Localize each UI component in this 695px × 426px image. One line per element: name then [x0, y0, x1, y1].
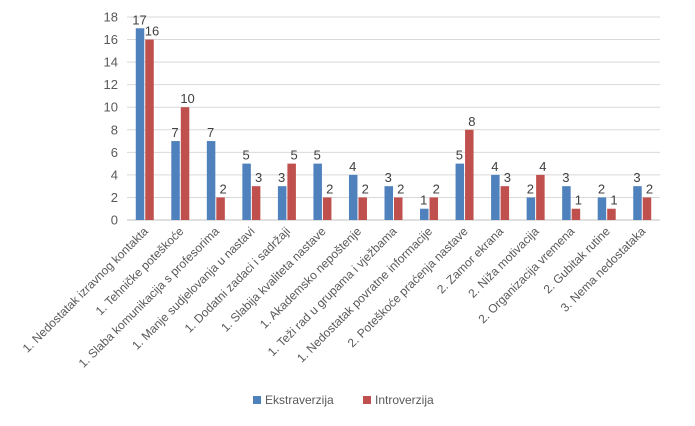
- legend-label: Introverzija: [375, 393, 434, 407]
- bar-introverzija: [216, 197, 225, 220]
- bar-ekstraverzija: [420, 208, 429, 220]
- data-label: 3: [255, 170, 262, 185]
- data-label: 5: [314, 148, 321, 163]
- data-label: 16: [145, 24, 159, 39]
- legend-swatch: [363, 396, 371, 404]
- bar-ekstraverzija: [526, 197, 536, 220]
- data-label: 2: [397, 181, 404, 196]
- bar-ekstraverzija: [171, 141, 180, 220]
- y-tick-label: 10: [104, 100, 118, 115]
- data-label: 2: [362, 181, 369, 196]
- bar-introverzija: [642, 197, 652, 220]
- data-label: 4: [349, 159, 356, 174]
- bar-ekstraverzija: [348, 174, 358, 220]
- legend: Ekstraverzija Introverzija: [253, 393, 434, 407]
- y-tick-label: 2: [111, 190, 118, 205]
- bar-introverzija: [465, 129, 474, 220]
- legend-label: Ekstraverzija: [265, 393, 334, 407]
- y-tick-label: 12: [104, 77, 118, 92]
- bar-ekstraverzija: [491, 174, 500, 220]
- bar-introverzija: [500, 186, 510, 220]
- data-label: 17: [132, 12, 146, 27]
- y-tick-label: 0: [111, 213, 118, 228]
- bar-ekstraverzija: [135, 28, 145, 221]
- bar-introverzija: [251, 186, 261, 220]
- category-label: 1. Slaba komunikacija s profesorima: [76, 224, 222, 370]
- bar-introverzija: [607, 208, 616, 220]
- bar-introverzija: [571, 208, 581, 220]
- data-label: 10: [180, 91, 194, 106]
- data-label: 4: [491, 159, 498, 174]
- bar-ekstraverzija: [206, 141, 216, 220]
- y-tick-label: 4: [111, 167, 118, 182]
- bar-ekstraverzija: [313, 163, 322, 220]
- bar-introverzija: [358, 197, 367, 220]
- gridlines: [127, 16, 660, 221]
- data-label: 5: [242, 148, 249, 163]
- data-label: 4: [539, 159, 546, 174]
- data-label: 3: [278, 170, 285, 185]
- category-label: 1. Nedostatak izravnog kontakta: [20, 224, 151, 355]
- data-label: 7: [207, 125, 214, 140]
- bar-ekstraverzija: [384, 186, 393, 220]
- bar-introverzija: [287, 163, 296, 220]
- data-label: 8: [468, 114, 475, 129]
- bar-ekstraverzija: [242, 163, 251, 220]
- data-label: 2: [598, 181, 605, 196]
- bar-introverzija: [394, 197, 403, 220]
- data-label: 2: [527, 181, 534, 196]
- y-tick-label: 8: [111, 122, 118, 137]
- y-tick-label: 14: [104, 55, 118, 70]
- bar-ekstraverzija: [597, 197, 607, 220]
- data-label: 2: [219, 181, 226, 196]
- bar-ekstraverzija: [277, 186, 287, 220]
- bar-ekstraverzija: [455, 163, 465, 220]
- bar-introverzija: [536, 174, 545, 220]
- y-tick-label: 16: [104, 32, 118, 47]
- data-label: 1: [610, 193, 617, 208]
- bar-introverzija: [180, 107, 190, 220]
- data-label: 1: [575, 193, 582, 208]
- y-tick-label: 6: [111, 145, 118, 160]
- bar-ekstraverzija: [562, 186, 571, 220]
- data-label: 3: [504, 170, 511, 185]
- data-label: 1: [420, 193, 427, 208]
- y-axis-ticks: 0 2 4 6 8 10 12 14 16 18: [104, 10, 118, 228]
- bar-ekstraverzija: [633, 186, 642, 220]
- legend-swatch: [253, 396, 261, 404]
- bar-introverzija: [322, 197, 332, 220]
- data-label: 3: [385, 170, 392, 185]
- data-label: 3: [562, 170, 569, 185]
- category-label: 1. Teži rad u grupama i vježbama: [265, 224, 400, 359]
- bar-introverzija: [145, 39, 154, 220]
- data-label: 5: [456, 148, 463, 163]
- y-tick-label: 18: [104, 10, 118, 25]
- bars: [135, 28, 652, 221]
- data-label: 5: [291, 148, 298, 163]
- data-label: 2: [326, 181, 333, 196]
- data-label: 2: [433, 181, 440, 196]
- bar-introverzija: [429, 197, 439, 220]
- data-label: 7: [171, 125, 178, 140]
- data-label: 2: [646, 181, 653, 196]
- data-label: 3: [633, 170, 640, 185]
